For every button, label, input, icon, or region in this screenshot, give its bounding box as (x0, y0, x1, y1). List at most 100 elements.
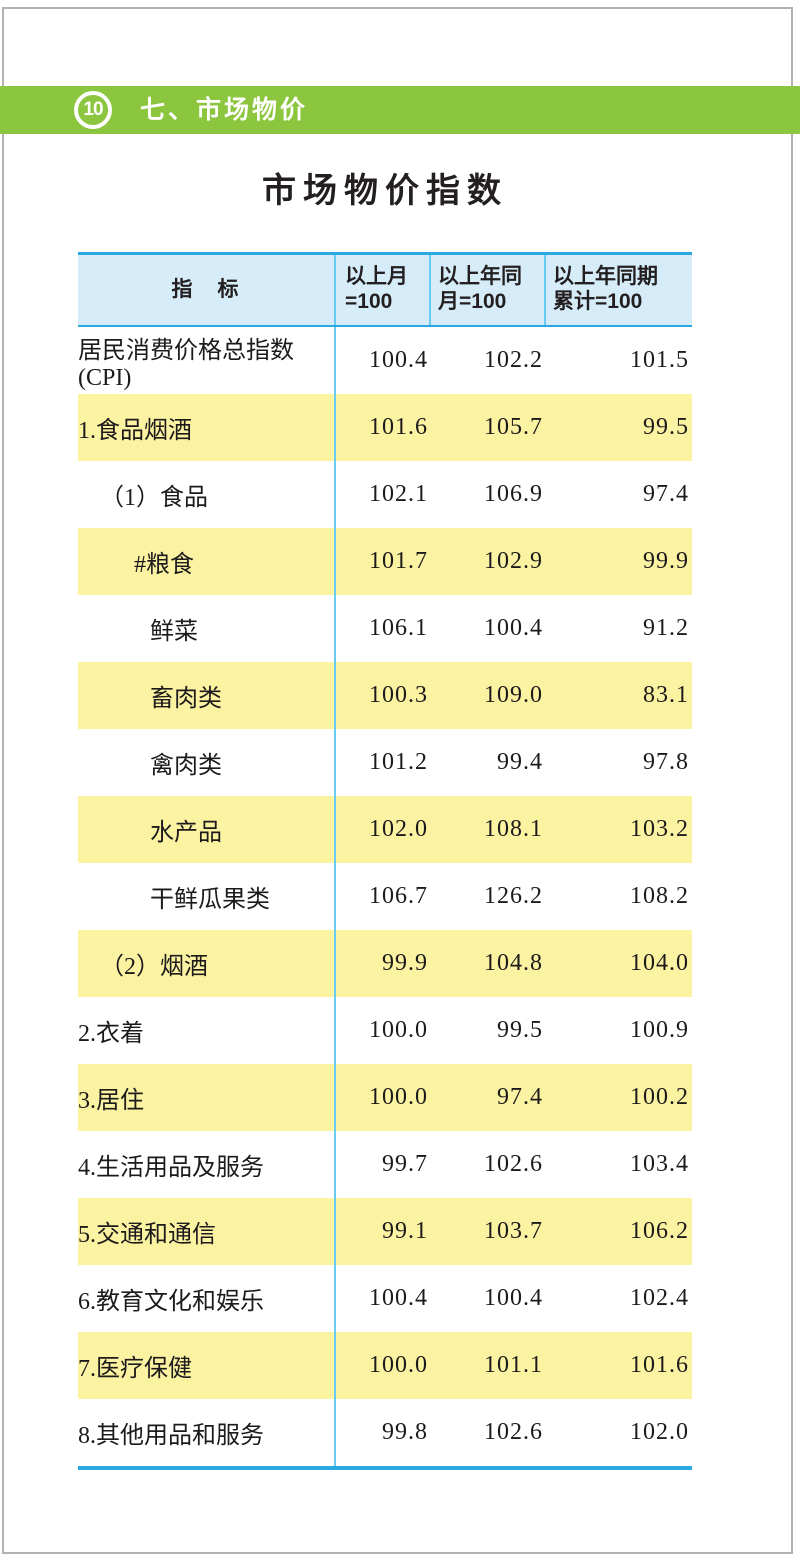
column-header-prev-month: 以上月 =100 (336, 255, 431, 325)
row-value-same-month-last-year: 103.7 (484, 1218, 543, 1244)
row-label: 4.生活用品及服务 (78, 1155, 264, 1181)
table-row: 2.衣着 100.0 99.5 100.9 (78, 997, 692, 1064)
table-header-row: 指 标 以上月 =100 以上年同 月=100 以上年同期 累计=100 (78, 252, 692, 327)
row-label: （1）食品 (100, 485, 208, 511)
row-label-cell: （1）食品 (78, 461, 336, 528)
table-row: 鲜菜 106.1 100.4 91.2 (78, 595, 692, 662)
row-label-cell: 8.其他用品和服务 (78, 1399, 336, 1466)
row-value-cumulative: 103.4 (630, 1151, 689, 1177)
row-label-cell: 干鲜瓜果类 (78, 863, 336, 930)
row-value-same-month-last-year: 102.2 (484, 347, 543, 373)
row-label: 鲜菜 (150, 619, 198, 645)
row-value-prev-month: 100.0 (369, 1352, 428, 1378)
table-row: 5.交通和通信 99.1 103.7 106.2 (78, 1198, 692, 1265)
row-label: 3.居住 (78, 1088, 144, 1114)
row-value-same-month-last-year: 126.2 (484, 883, 543, 909)
table-row: #粮食 101.7 102.9 99.9 (78, 528, 692, 595)
table-row: （2）烟酒 99.9 104.8 104.0 (78, 930, 692, 997)
table-row: 8.其他用品和服务 99.8 102.6 102.0 (78, 1399, 692, 1466)
section-header-bar: 10 七、市场物价 (0, 86, 800, 134)
row-label-cell: 鲜菜 (78, 595, 336, 662)
table-body: 居民消费价格总指数(CPI) 100.4 102.2 101.5 1.食品烟酒 … (78, 327, 692, 1470)
table-row: （1）食品 102.1 106.9 97.4 (78, 461, 692, 528)
row-value-same-month-last-year: 108.1 (484, 816, 543, 842)
row-value-prev-month: 99.9 (382, 950, 428, 976)
row-value-cumulative: 103.2 (630, 816, 689, 842)
table-row: 水产品 102.0 108.1 103.2 (78, 796, 692, 863)
row-value-prev-month: 99.7 (382, 1151, 428, 1177)
price-index-table: 指 标 以上月 =100 以上年同 月=100 以上年同期 累计=100 居民消… (78, 252, 692, 1470)
section-number-badge: 10 (74, 91, 112, 129)
row-value-prev-month: 100.0 (369, 1084, 428, 1110)
row-label: 畜肉类 (150, 686, 222, 712)
row-label-cell: 1.食品烟酒 (78, 394, 336, 461)
table-row: 7.医疗保健 100.0 101.1 101.6 (78, 1332, 692, 1399)
row-value-cumulative: 101.5 (630, 347, 689, 373)
table-row: 1.食品烟酒 101.6 105.7 99.5 (78, 394, 692, 461)
row-label-cell: （2）烟酒 (78, 930, 336, 997)
table-row: 居民消费价格总指数(CPI) 100.4 102.2 101.5 (78, 327, 692, 394)
row-value-prev-month: 106.7 (369, 883, 428, 909)
row-value-prev-month: 100.4 (369, 1285, 428, 1311)
row-value-cumulative: 83.1 (643, 682, 689, 708)
row-value-same-month-last-year: 99.5 (497, 1017, 543, 1043)
row-label-cell: 5.交通和通信 (78, 1198, 336, 1265)
row-value-same-month-last-year: 100.4 (484, 615, 543, 641)
row-value-same-month-last-year: 100.4 (484, 1285, 543, 1311)
column-header-cumulative-last-year: 以上年同期 累计=100 (553, 265, 658, 313)
row-label-cell: #粮食 (78, 528, 336, 595)
row-label: 禽肉类 (150, 753, 222, 779)
row-value-prev-month: 101.2 (369, 749, 428, 775)
row-value-cumulative: 100.9 (630, 1017, 689, 1043)
row-value-cumulative: 102.4 (630, 1285, 689, 1311)
table-row: 6.教育文化和娱乐 100.4 100.4 102.4 (78, 1265, 692, 1332)
row-value-same-month-last-year: 102.9 (484, 548, 543, 574)
section-title: 七、市场物价 (140, 96, 309, 124)
row-value-cumulative: 104.0 (630, 950, 689, 976)
row-label-cell: 水产品 (78, 796, 336, 863)
row-value-cumulative: 91.2 (643, 615, 689, 641)
section-number: 10 (83, 99, 103, 120)
table-row: 干鲜瓜果类 106.7 126.2 108.2 (78, 863, 692, 930)
row-label-cell: 2.衣着 (78, 997, 336, 1064)
row-value-same-month-last-year: 97.4 (497, 1084, 543, 1110)
column-header-indicator: 指 标 (78, 255, 336, 325)
row-value-prev-month: 102.1 (369, 481, 428, 507)
table-row: 禽肉类 101.2 99.4 97.8 (78, 729, 692, 796)
row-label-cell: 6.教育文化和娱乐 (78, 1265, 336, 1332)
row-label: 干鲜瓜果类 (150, 887, 270, 913)
row-value-prev-month: 100.0 (369, 1017, 428, 1043)
row-value-cumulative: 102.0 (630, 1419, 689, 1445)
row-value-prev-month: 106.1 (369, 615, 428, 641)
row-value-prev-month: 100.4 (369, 347, 428, 373)
row-value-cumulative: 99.9 (643, 548, 689, 574)
row-value-cumulative: 97.4 (643, 481, 689, 507)
row-value-prev-month: 100.3 (369, 682, 428, 708)
row-value-cumulative: 99.5 (643, 414, 689, 440)
row-value-prev-month: 99.8 (382, 1419, 428, 1445)
row-value-same-month-last-year: 99.4 (497, 749, 543, 775)
row-label-cell: 4.生活用品及服务 (78, 1131, 336, 1198)
row-value-prev-month: 99.1 (382, 1218, 428, 1244)
table-row: 4.生活用品及服务 99.7 102.6 103.4 (78, 1131, 692, 1198)
row-value-cumulative: 100.2 (630, 1084, 689, 1110)
row-value-cumulative: 108.2 (630, 883, 689, 909)
column-header-same-month-last-year: 以上年同 月=100 (431, 255, 546, 325)
row-label: 6.教育文化和娱乐 (78, 1289, 264, 1315)
page-title: 市场物价指数 (262, 172, 508, 210)
row-value-prev-month: 101.7 (369, 548, 428, 574)
row-label-cell: 禽肉类 (78, 729, 336, 796)
row-value-same-month-last-year: 109.0 (484, 682, 543, 708)
row-label: #粮食 (134, 552, 194, 578)
row-value-same-month-last-year: 104.8 (484, 950, 543, 976)
row-value-cumulative: 97.8 (643, 749, 689, 775)
row-value-cumulative: 101.6 (630, 1352, 689, 1378)
row-label: 7.医疗保健 (78, 1356, 192, 1382)
table-row: 畜肉类 100.3 109.0 83.1 (78, 662, 692, 729)
row-label: 居民消费价格总指数(CPI) (78, 337, 294, 391)
row-label-cell: 畜肉类 (78, 662, 336, 729)
row-label: 1.食品烟酒 (78, 418, 192, 444)
row-value-same-month-last-year: 101.1 (484, 1352, 543, 1378)
row-value-same-month-last-year: 105.7 (484, 414, 543, 440)
row-label: （2）烟酒 (100, 954, 208, 980)
